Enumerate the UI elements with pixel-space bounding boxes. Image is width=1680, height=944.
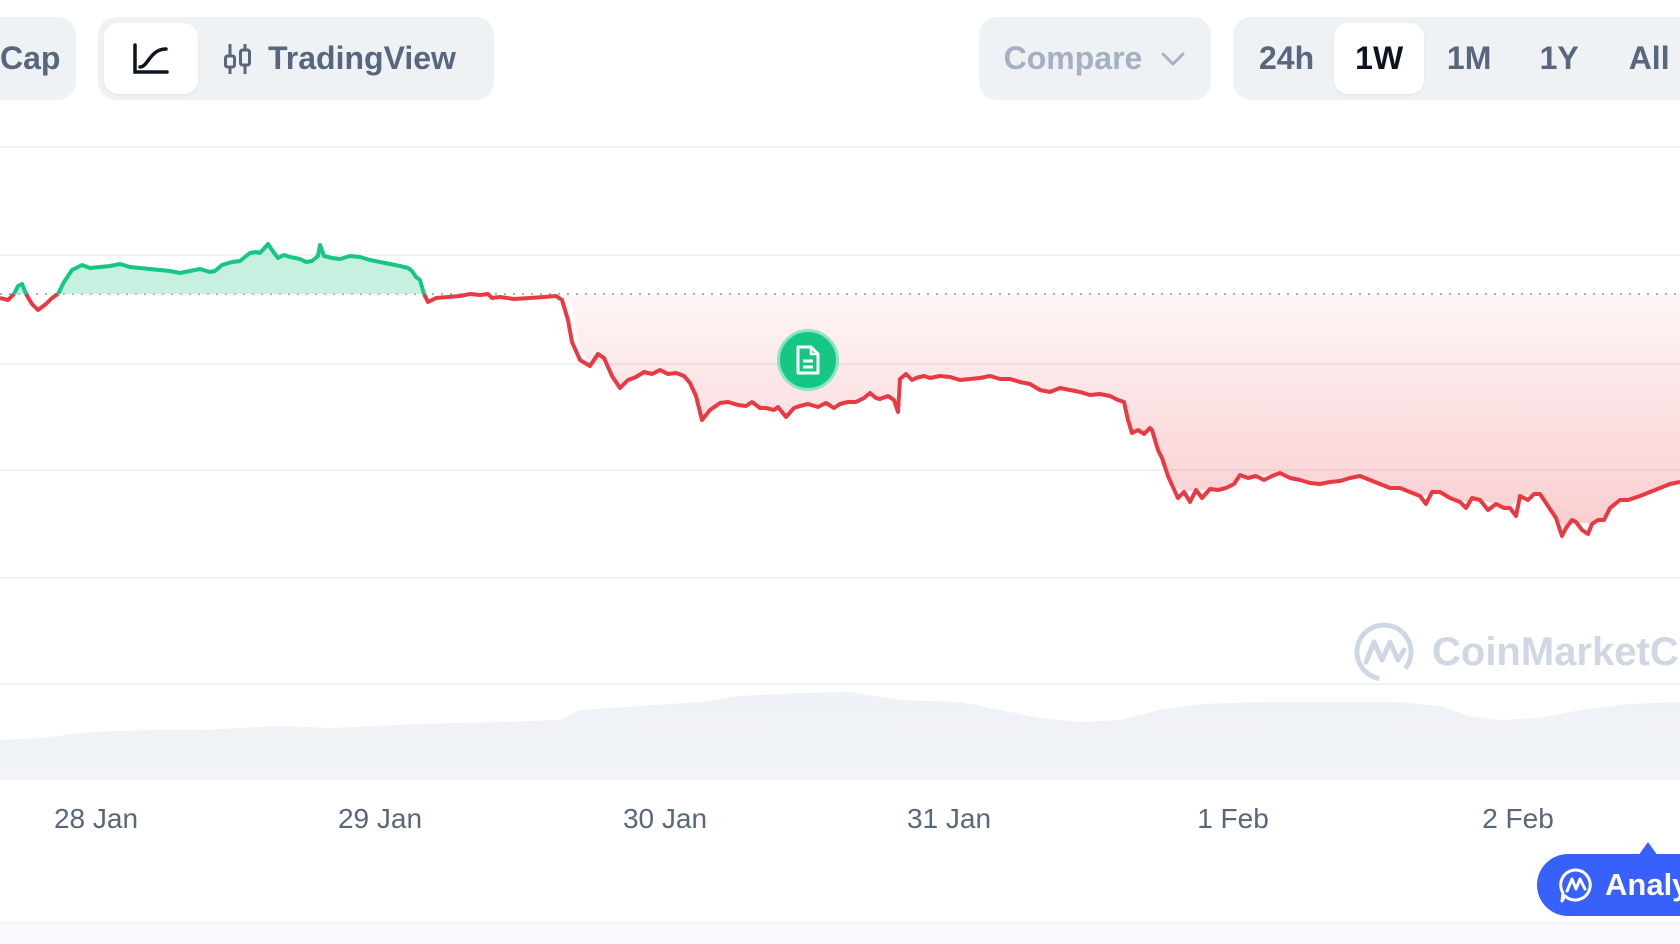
x-tick-label: 28 Jan xyxy=(53,803,139,834)
analyze-label: Analyze xyxy=(1605,867,1680,902)
time-range-switcher: 24h 1W 1M 1Y All xyxy=(1233,17,1680,100)
price-area-up xyxy=(58,244,424,294)
price-chart[interactable] xyxy=(0,140,1680,840)
watermark-text: CoinMarketCap xyxy=(1432,629,1680,674)
x-tick-label: 2 Feb xyxy=(1482,803,1554,834)
range-1w-button[interactable]: 1W xyxy=(1334,23,1425,94)
candlestick-icon xyxy=(224,43,251,74)
price-line-up xyxy=(56,242,426,295)
range-label: 24h xyxy=(1259,40,1315,76)
line-chart-icon xyxy=(133,42,169,74)
tradingview-button[interactable]: TradingView xyxy=(198,23,456,94)
line-chart-button[interactable] xyxy=(104,23,198,94)
range-label: 1M xyxy=(1446,40,1492,76)
coinmarketcap-watermark: CoinMarketCap xyxy=(1352,620,1680,684)
volume-area xyxy=(0,692,1680,780)
range-label: 1W xyxy=(1355,40,1404,76)
compare-dropdown[interactable]: Compare xyxy=(979,17,1211,100)
tab-market-cap-label: Cap xyxy=(0,40,61,76)
price-line-down xyxy=(422,292,1680,538)
range-24h-button[interactable]: 24h xyxy=(1239,23,1334,94)
x-tick-label: 30 Jan xyxy=(622,803,708,834)
range-1y-button[interactable]: 1Y xyxy=(1514,23,1604,94)
tradingview-label: TradingView xyxy=(268,40,456,76)
price-line-down-dip xyxy=(24,292,60,312)
price-line-down-start xyxy=(0,292,16,302)
chevron-down-icon xyxy=(1161,52,1185,65)
tab-market-cap[interactable]: Cap xyxy=(0,17,76,100)
cmc-ai-chat-icon xyxy=(1559,868,1592,903)
x-tick-label: 31 Jan xyxy=(906,803,992,834)
compare-label: Compare xyxy=(1003,40,1143,76)
price-line-up-small xyxy=(12,282,28,295)
price-area-down xyxy=(560,294,1680,528)
chart-type-switcher: TradingView xyxy=(98,17,494,100)
range-label: All xyxy=(1628,40,1670,76)
footer-divider xyxy=(0,922,1680,944)
analyze-button-pointer xyxy=(1638,842,1658,856)
analyze-button[interactable]: Analyze xyxy=(1537,854,1680,916)
range-label: 1Y xyxy=(1539,40,1579,76)
range-1m-button[interactable]: 1M xyxy=(1424,23,1514,94)
x-tick-label: 1 Feb xyxy=(1197,803,1269,834)
range-all-button[interactable]: All xyxy=(1604,23,1680,94)
document-icon xyxy=(796,345,820,375)
price-chart-svg xyxy=(0,146,1680,780)
x-tick-label: 29 Jan xyxy=(337,803,423,834)
news-marker[interactable] xyxy=(777,329,839,391)
cmc-logo-icon xyxy=(1354,622,1414,682)
